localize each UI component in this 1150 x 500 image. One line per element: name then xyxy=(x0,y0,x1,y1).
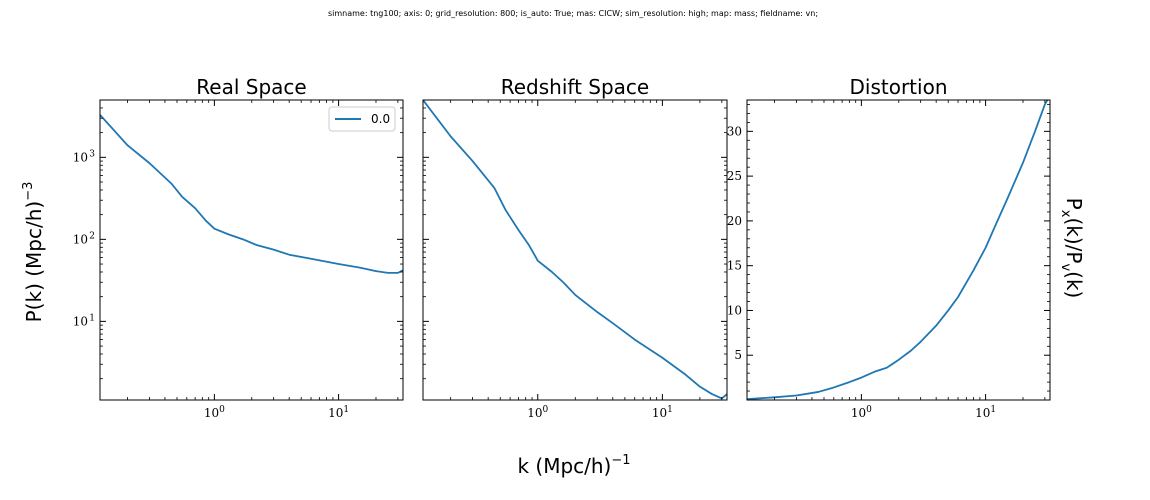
y-tick-label-exp: 2 xyxy=(89,231,95,241)
y-axis-label-right-sub1: x xyxy=(1058,210,1073,218)
legend-box xyxy=(328,106,396,132)
y-axis-label-left-base: P(k) (Mpc/h) xyxy=(22,201,46,323)
axes-frame xyxy=(746,99,1051,401)
x-tick-label: 100 xyxy=(851,405,872,420)
panel-title: Distortion xyxy=(850,75,948,99)
x-tick-label: 101 xyxy=(328,405,349,420)
x-axis-label-base: k (Mpc/h) xyxy=(517,454,611,478)
y-axis-label-right-sub2: v xyxy=(1058,263,1073,271)
axes-frame xyxy=(422,99,728,401)
series-line-1 xyxy=(100,114,403,274)
panel-title: Redshift Space xyxy=(501,75,650,99)
panel-title: Real Space xyxy=(196,75,306,99)
x-tick-label: 101 xyxy=(652,405,673,420)
y-axis-label-right-p3: (k) xyxy=(1062,271,1086,298)
suptitle: simname: tng100; axis: 0; grid_resolutio… xyxy=(328,9,818,18)
y-axis-label-right-p2: (k)/P xyxy=(1062,217,1086,263)
x-tick-label: 100 xyxy=(527,405,548,420)
y-axis-label-left-exp: −3 xyxy=(21,182,36,201)
y-tick-label: 10 xyxy=(727,303,742,317)
axes-frame xyxy=(99,99,404,401)
x-axis-label: k (Mpc/h)−1 xyxy=(517,453,630,478)
x-tick-label: 101 xyxy=(975,405,996,420)
legend-label: 0.0 xyxy=(371,112,390,126)
y-axis-label-left: P(k) (Mpc/h)−3 xyxy=(21,182,46,323)
y-tick-label: 20 xyxy=(727,214,742,228)
legend: 0.0 xyxy=(328,106,396,132)
series-line-1 xyxy=(747,100,1049,400)
y-axis-label-right-p1: P xyxy=(1062,198,1086,210)
y-tick-label: 10 xyxy=(73,150,88,164)
series-line-1 xyxy=(423,100,727,400)
y-axis-label-right: Px(k)/Pv(k) xyxy=(1058,198,1086,299)
y-tick-label: 30 xyxy=(727,124,742,138)
y-tick-label: 10 xyxy=(73,314,88,328)
y-tick-label-exp: 3 xyxy=(89,149,95,159)
panel-2: Redshift Space 100 101 xyxy=(422,75,728,420)
y-tick-label: 15 xyxy=(727,259,742,273)
y-tick-label: 25 xyxy=(727,169,742,183)
x-tick-label: 100 xyxy=(204,405,225,420)
x-axis-label-exp: −1 xyxy=(611,453,630,468)
y-tick-label-exp: 1 xyxy=(89,313,95,323)
y-tick-label: 5 xyxy=(734,348,742,362)
y-tick-label: 10 xyxy=(73,232,88,246)
